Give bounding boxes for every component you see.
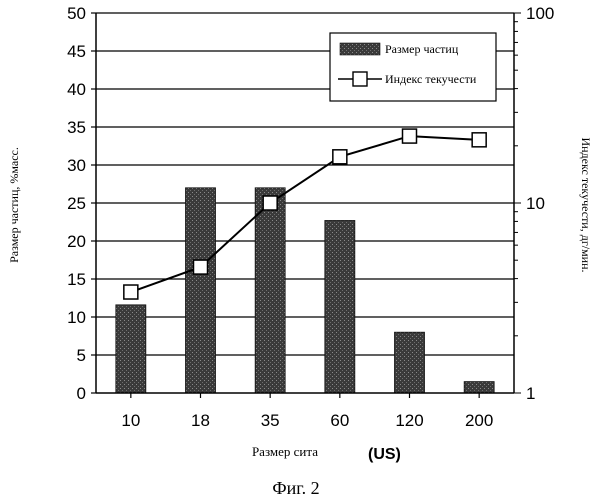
bar-18 — [186, 188, 216, 393]
x-tick-label: 120 — [395, 411, 423, 430]
y-tick-label-left: 45 — [67, 42, 86, 61]
x-tick-label: 35 — [261, 411, 280, 430]
y-tick-label-right: 1 — [526, 384, 535, 403]
y-tick-label-left: 50 — [67, 4, 86, 23]
line-series — [124, 129, 486, 299]
bar-35 — [255, 188, 285, 393]
x-axis-unit: (US) — [368, 446, 401, 463]
line-point-120 — [403, 129, 417, 143]
line-point-200 — [472, 133, 486, 147]
y-tick-label-left: 15 — [67, 270, 86, 289]
legend: Размер частиц Индекс текучести — [330, 33, 496, 101]
bar-10 — [116, 305, 146, 393]
y-tick-label-right: 10 — [526, 194, 545, 213]
line-point-60 — [333, 150, 347, 164]
y-tick-label-left: 40 — [67, 80, 86, 99]
y-axis-label-right: Индекс текучести, дг/мин. — [579, 137, 592, 272]
x-tick-label: 200 — [465, 411, 493, 430]
line-point-35 — [263, 196, 277, 210]
y-tick-label-left: 0 — [77, 384, 86, 403]
legend-label-line: Индекс текучести — [385, 72, 477, 86]
legend-marker-swatch — [353, 72, 367, 86]
bar-series — [116, 188, 494, 393]
y-tick-label-left: 10 — [67, 308, 86, 327]
bar-120 — [395, 332, 425, 393]
line-point-10 — [124, 285, 138, 299]
y-tick-label-left: 20 — [67, 232, 86, 251]
x-tick-label: 18 — [191, 411, 210, 430]
figure-caption: Фиг. 2 — [272, 478, 319, 498]
y-tick-label-left: 30 — [67, 156, 86, 175]
bar-60 — [325, 220, 355, 393]
y-tick-label-left: 5 — [77, 346, 86, 365]
legend-label-bar: Размер частиц — [385, 42, 459, 56]
flow-index-line — [131, 136, 479, 292]
x-tick-label: 60 — [330, 411, 349, 430]
y-tick-label-left: 25 — [67, 194, 86, 213]
y-tick-label-right: 100 — [526, 4, 554, 23]
y-axis-label-left: Размер частиц, %масс. — [7, 147, 21, 263]
y-tick-label-left: 35 — [67, 118, 86, 137]
bar-200 — [464, 382, 494, 393]
legend-bar-swatch — [340, 43, 380, 55]
x-tick-label: 10 — [121, 411, 140, 430]
x-axis-label: Размер сита — [252, 444, 318, 459]
line-point-18 — [194, 260, 208, 274]
